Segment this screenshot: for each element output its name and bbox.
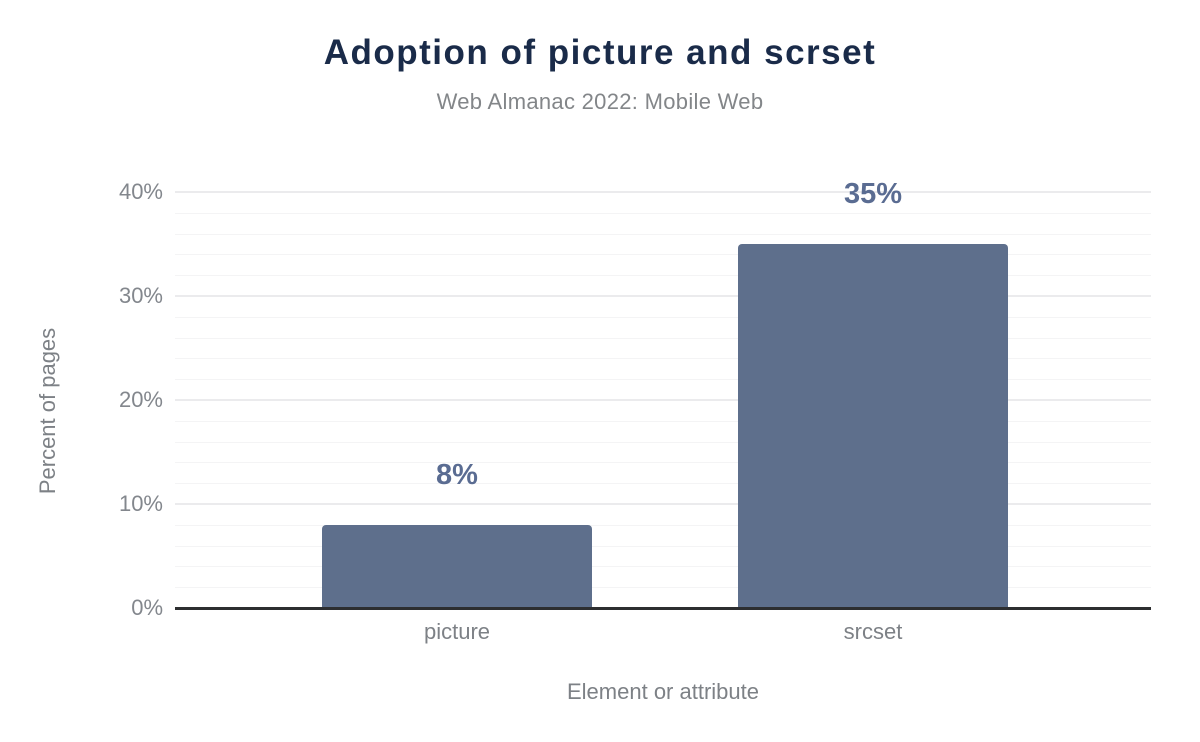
chart-title: Adoption of picture and scrset <box>323 33 877 72</box>
x-tick-label: srcset <box>843 619 903 644</box>
y-tick-label: 0% <box>131 595 163 620</box>
gridline-major <box>175 295 1151 297</box>
gridline-minor <box>175 525 1151 526</box>
bar-value-label: 35% <box>843 178 903 210</box>
gridline-minor <box>175 317 1151 318</box>
gridline-minor <box>175 442 1151 443</box>
x-axis-line <box>175 607 1151 610</box>
x-axis-title: Element or attribute <box>567 679 759 704</box>
x-tick-label: picture <box>423 619 491 644</box>
gridline-major <box>175 503 1151 505</box>
gridline-minor <box>175 546 1151 547</box>
y-tick-label: 30% <box>118 283 163 308</box>
bar-picture[interactable] <box>322 525 592 608</box>
chart-subtitle: Web Almanac 2022: Mobile Web <box>436 89 764 114</box>
y-tick-label: 20% <box>118 387 163 412</box>
gridline-minor <box>175 421 1151 422</box>
gridline-minor <box>175 379 1151 380</box>
gridline-minor <box>175 213 1151 214</box>
gridline-minor <box>175 275 1151 276</box>
gridline-minor <box>175 358 1151 359</box>
y-tick-label: 40% <box>118 179 163 204</box>
gridline-minor <box>175 254 1151 255</box>
bar-value-label: 8% <box>436 459 478 491</box>
gridline-major <box>175 399 1151 401</box>
gridline-minor <box>175 338 1151 339</box>
gridline-minor <box>175 483 1151 484</box>
gridline-minor <box>175 234 1151 235</box>
bar-srcset[interactable] <box>738 244 1008 608</box>
gridline-minor <box>175 587 1151 588</box>
gridline-minor <box>175 462 1151 463</box>
y-tick-label: 10% <box>118 491 163 516</box>
gridline-minor <box>175 566 1151 567</box>
gridline-major <box>175 191 1151 193</box>
